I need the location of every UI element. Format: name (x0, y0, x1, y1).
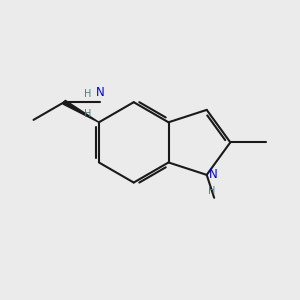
Text: H: H (84, 110, 92, 119)
Text: N: N (209, 168, 218, 182)
Text: H: H (208, 186, 215, 196)
Text: H: H (84, 89, 92, 99)
Polygon shape (63, 100, 99, 122)
Text: N: N (96, 86, 105, 99)
